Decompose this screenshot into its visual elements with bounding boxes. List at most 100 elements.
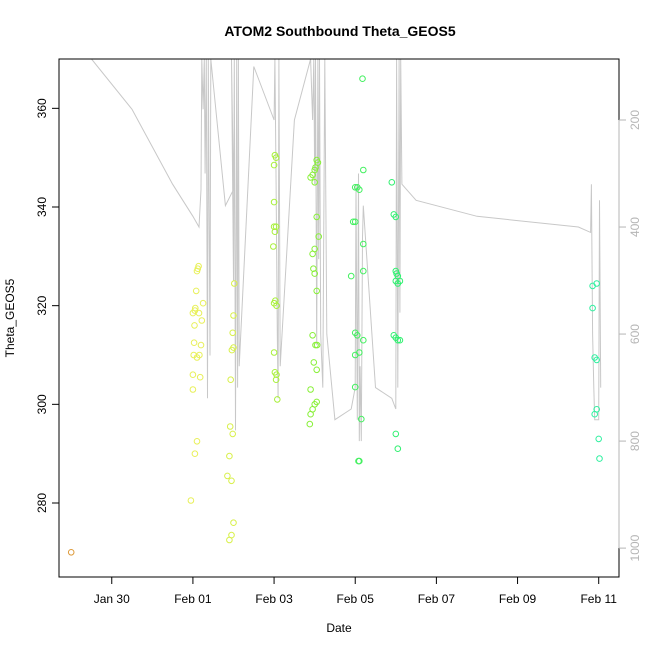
data-point: [311, 270, 319, 277]
data-point: [394, 445, 402, 453]
data-point: [229, 430, 236, 438]
data-point: [309, 332, 316, 339]
data-point: [226, 423, 234, 430]
data-point: [360, 267, 367, 275]
data-point: [273, 302, 280, 310]
data-point: [270, 243, 277, 250]
y-tick-label: 360: [35, 98, 49, 118]
data-point: [311, 179, 319, 186]
data-point: [270, 349, 278, 356]
right-tick-label: 1000: [628, 534, 642, 561]
x-tick-label: Feb 01: [174, 592, 212, 606]
flight-track-layer: [85, 59, 602, 442]
data-point: [272, 223, 280, 230]
data-point: [229, 329, 236, 337]
data-point: [272, 376, 280, 384]
data-point: [356, 457, 363, 465]
y-tick-label: 340: [35, 197, 49, 217]
data-point: [307, 410, 314, 418]
data-point: [396, 336, 404, 344]
data-point: [231, 280, 238, 287]
data-point: [191, 450, 199, 458]
x-tick-label: Feb 07: [418, 592, 456, 606]
x-axis-label: Date: [326, 621, 352, 635]
data-point: [313, 287, 321, 295]
data-point: [230, 312, 237, 319]
data-point: [192, 287, 200, 295]
right-tick-label: 200: [628, 110, 642, 130]
data-point: [392, 430, 400, 438]
x-tick-label: Feb 11: [580, 592, 617, 606]
data-point: [193, 354, 201, 361]
data-point: [591, 410, 599, 418]
y-tick-label: 280: [35, 493, 49, 513]
x-tick-label: Feb 03: [255, 592, 293, 606]
y-tick-label: 320: [35, 295, 49, 315]
data-point: [359, 75, 366, 82]
data-point: [307, 386, 314, 393]
data-point: [197, 341, 205, 349]
data-point: [273, 371, 280, 379]
y-tick-label: 300: [35, 394, 49, 414]
x-tick-label: Jan 30: [94, 592, 130, 606]
data-point: [349, 218, 357, 226]
data-point: [593, 356, 601, 364]
data-point: [195, 262, 202, 270]
data-point: [589, 304, 596, 312]
x-axis: Jan 30 Feb 01 Feb 03 Feb 05 Feb 07 Feb 09 Feb …: [94, 576, 617, 606]
y-axis-label: Theta_GEOS5: [3, 278, 17, 357]
data-point: [198, 317, 206, 324]
y-axis-right: 200 400 600 800 1000: [618, 110, 642, 561]
data-point: [228, 477, 235, 485]
plot-area: [67, 59, 603, 556]
data-point: [306, 420, 314, 428]
data-point: [360, 240, 367, 248]
data-point: [270, 198, 278, 206]
data-point: [396, 277, 404, 285]
data-point: [67, 549, 75, 556]
data-point: [313, 341, 321, 349]
plot-frame: [58, 58, 620, 578]
x-tick-label: Feb 05: [337, 592, 375, 606]
data-point: [351, 383, 359, 391]
data-point: [193, 438, 201, 445]
data-point: [196, 373, 204, 381]
chart-title: ATOM2 Southbound Theta_GEOS5: [224, 23, 455, 39]
data-point: [272, 154, 280, 161]
data-point: [274, 396, 281, 403]
y-axis-left: 280 300 320 340 360: [35, 98, 60, 513]
data-point: [191, 322, 198, 329]
data-point: [394, 336, 402, 344]
right-tick-label: 400: [628, 217, 642, 237]
data-point: [313, 213, 321, 221]
data-point: [224, 472, 231, 480]
data-point: [360, 336, 367, 344]
data-point: [189, 309, 197, 317]
data-point: [593, 280, 601, 287]
data-point: [195, 309, 203, 317]
data-point: [199, 299, 207, 307]
data-point: [360, 166, 367, 174]
data-point: [189, 386, 197, 393]
data-point: [226, 452, 233, 460]
data-point: [356, 186, 363, 193]
data-point: [314, 159, 322, 166]
right-tick-label: 600: [628, 324, 642, 344]
data-point: [187, 497, 195, 504]
data-point: [351, 218, 359, 226]
flight-track-line: [85, 59, 602, 442]
data-point: [230, 344, 237, 351]
data-point: [596, 455, 603, 462]
data-point: [270, 223, 278, 230]
data-points-layer: [67, 75, 603, 556]
data-point: [227, 376, 234, 384]
data-point: [356, 349, 363, 356]
data-point: [354, 332, 361, 339]
data-point: [190, 339, 198, 347]
data-point: [595, 435, 603, 443]
data-point: [313, 398, 321, 406]
data-point: [315, 233, 323, 240]
x-tick-label: Feb 09: [499, 592, 537, 606]
data-point: [189, 371, 197, 379]
